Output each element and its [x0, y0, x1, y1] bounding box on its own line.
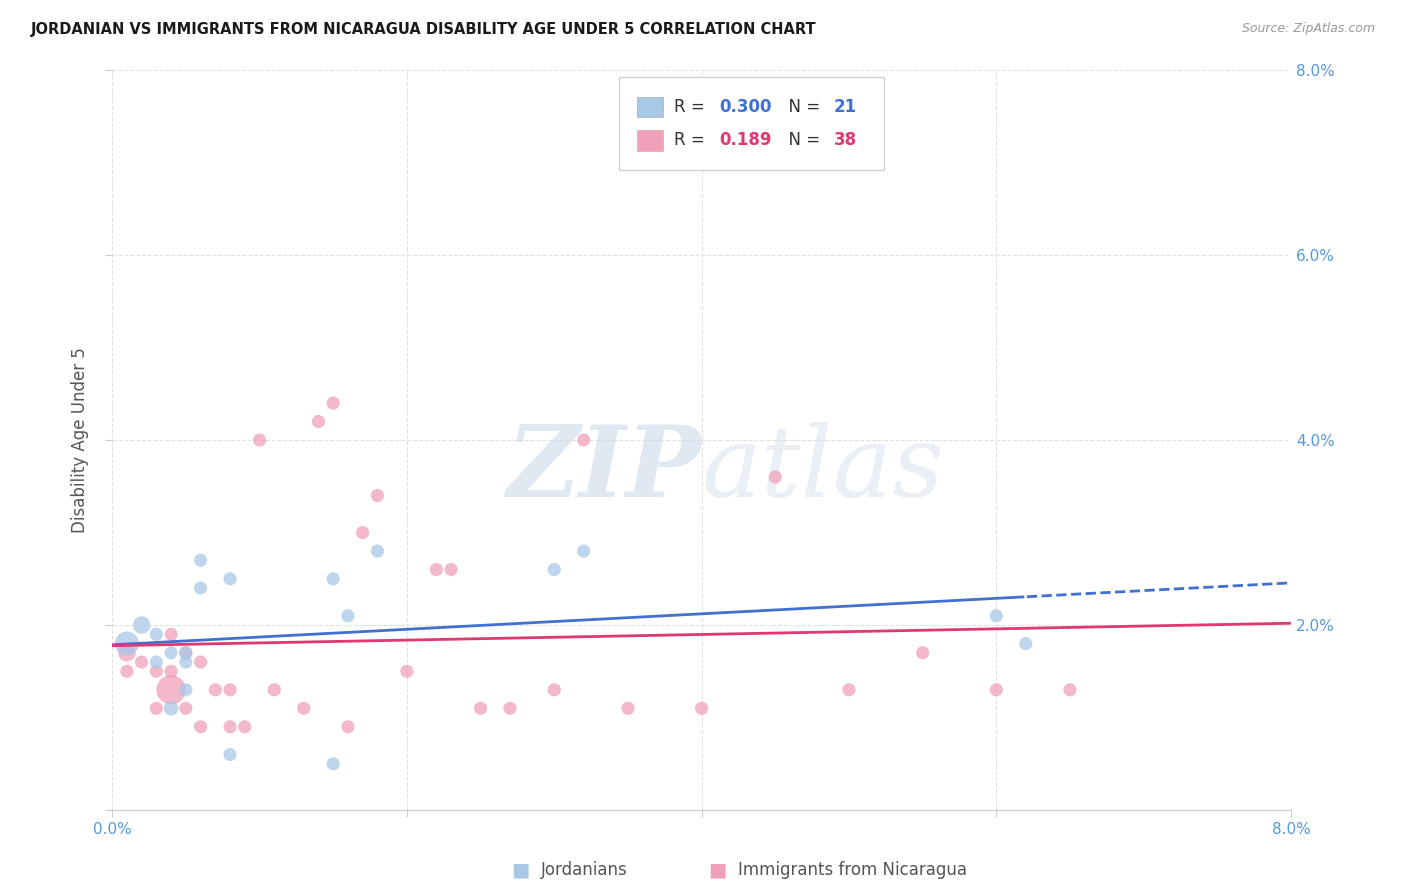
Point — [911, 646, 934, 660]
Point — [115, 636, 138, 650]
Point — [470, 701, 492, 715]
Point — [690, 701, 713, 715]
Text: ■: ■ — [707, 860, 727, 880]
Point — [336, 608, 359, 623]
Point — [543, 682, 565, 697]
Text: 21: 21 — [834, 98, 856, 116]
Text: Jordanians: Jordanians — [541, 861, 628, 879]
Point — [145, 665, 167, 679]
Point — [395, 665, 418, 679]
Point — [160, 627, 183, 641]
Text: ■: ■ — [510, 860, 530, 880]
Point — [1015, 636, 1038, 650]
Point — [499, 701, 522, 715]
Point — [440, 563, 463, 577]
Text: N =: N = — [778, 131, 825, 149]
Point — [219, 572, 242, 586]
Text: 0.300: 0.300 — [720, 98, 772, 116]
Point — [160, 682, 183, 697]
Point — [322, 572, 344, 586]
Text: Immigrants from Nicaragua: Immigrants from Nicaragua — [738, 861, 967, 879]
Point — [219, 747, 242, 762]
Point — [190, 720, 212, 734]
Point — [145, 627, 167, 641]
Point — [174, 655, 197, 669]
Point — [572, 433, 595, 447]
Point — [190, 655, 212, 669]
Point — [1059, 682, 1081, 697]
Point — [160, 665, 183, 679]
Point — [366, 489, 388, 503]
FancyBboxPatch shape — [619, 78, 884, 170]
Point — [115, 665, 138, 679]
Point — [160, 646, 183, 660]
Text: R =: R = — [675, 131, 716, 149]
Point — [838, 682, 860, 697]
Point — [322, 756, 344, 771]
Text: JORDANIAN VS IMMIGRANTS FROM NICARAGUA DISABILITY AGE UNDER 5 CORRELATION CHART: JORDANIAN VS IMMIGRANTS FROM NICARAGUA D… — [31, 22, 817, 37]
Point — [190, 553, 212, 567]
Y-axis label: Disability Age Under 5: Disability Age Under 5 — [72, 347, 89, 533]
Point — [292, 701, 315, 715]
Point — [174, 646, 197, 660]
Point — [322, 396, 344, 410]
Point — [263, 682, 285, 697]
Point — [336, 720, 359, 734]
Point — [219, 682, 242, 697]
Point — [174, 646, 197, 660]
Point — [986, 608, 1008, 623]
Point — [763, 470, 786, 484]
Point — [219, 720, 242, 734]
Point — [986, 682, 1008, 697]
Text: ZIP: ZIP — [506, 421, 702, 518]
FancyBboxPatch shape — [637, 130, 662, 151]
Point — [204, 682, 226, 697]
Point — [174, 701, 197, 715]
Text: N =: N = — [778, 98, 825, 116]
Point — [145, 655, 167, 669]
Text: R =: R = — [675, 98, 710, 116]
Point — [307, 415, 329, 429]
Point — [249, 433, 271, 447]
Point — [617, 701, 640, 715]
Text: Source: ZipAtlas.com: Source: ZipAtlas.com — [1241, 22, 1375, 36]
Point — [543, 563, 565, 577]
Point — [174, 682, 197, 697]
Point — [115, 646, 138, 660]
Point — [131, 655, 153, 669]
Point — [160, 701, 183, 715]
Point — [366, 544, 388, 558]
Point — [131, 618, 153, 632]
Point — [190, 581, 212, 595]
Text: atlas: atlas — [702, 422, 945, 517]
Text: 0.189: 0.189 — [720, 131, 772, 149]
Point — [352, 525, 374, 540]
Point — [233, 720, 256, 734]
Text: 38: 38 — [834, 131, 856, 149]
Point — [425, 563, 447, 577]
FancyBboxPatch shape — [637, 96, 662, 118]
Point — [572, 544, 595, 558]
Point — [145, 701, 167, 715]
